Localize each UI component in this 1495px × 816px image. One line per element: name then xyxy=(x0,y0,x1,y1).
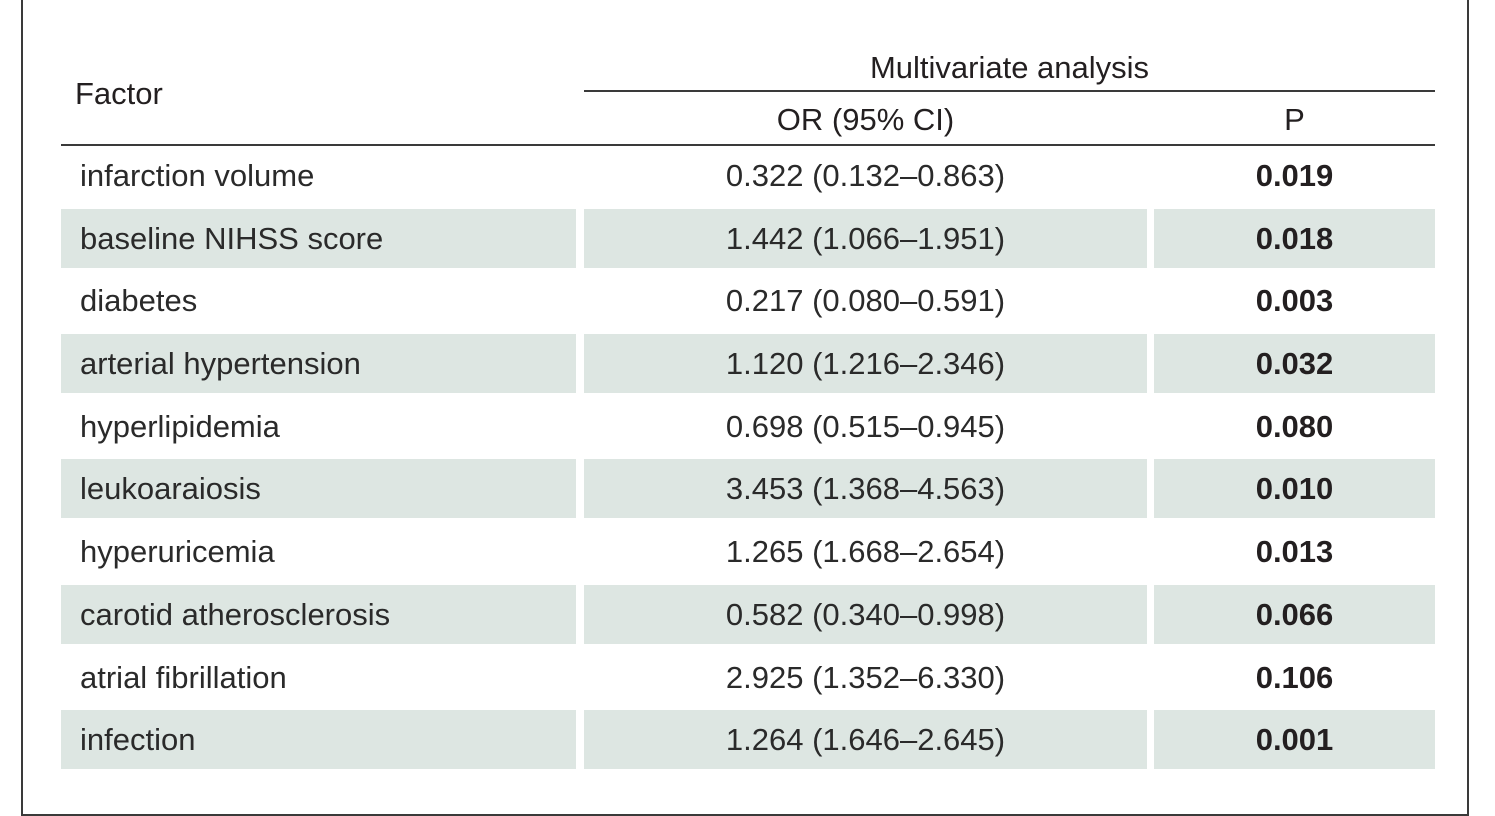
factor-cell: hyperlipidemia xyxy=(80,408,280,444)
factor-cell: carotid atherosclerosis xyxy=(61,584,576,644)
p-value-cell: 0.003 xyxy=(1255,283,1334,319)
multivariate-table: Factor Multivariate analysis OR (95% CI)… xyxy=(61,40,1435,773)
table-row: diabetes 0.217 (0.080–0.591) 0.003 xyxy=(61,271,1435,334)
or-cell: 1.265 (1.668–2.654) xyxy=(725,534,1006,570)
or-cell: 0.698 (0.515–0.945) xyxy=(725,408,1006,444)
table-row: infection 1.264 (1.646–2.645) 0.001 xyxy=(61,710,1435,773)
or-cell: 3.453 (1.368–4.563) xyxy=(584,459,1147,519)
or-cell: 2.925 (1.352–6.330) xyxy=(725,659,1006,695)
p-value-cell: 0.106 xyxy=(1255,659,1334,695)
factor-cell: diabetes xyxy=(80,283,198,319)
table-body: infarction volume 0.322 (0.132–0.863) 0.… xyxy=(61,146,1435,773)
or-cell: 1.264 (1.646–2.645) xyxy=(584,710,1147,770)
p-value-cell: 0.032 xyxy=(1154,334,1435,394)
p-value-cell: 0.019 xyxy=(1255,158,1334,193)
factor-cell: infarction volume xyxy=(80,158,315,193)
p-value-cell: 0.010 xyxy=(1154,459,1435,519)
p-value-cell: 0.080 xyxy=(1255,408,1334,444)
factor-cell: infection xyxy=(61,710,576,770)
or-column-header: OR (95% CI) xyxy=(776,102,955,137)
table-row: arterial hypertension 1.120 (1.216–2.346… xyxy=(61,334,1435,397)
p-value-cell: 0.013 xyxy=(1255,534,1334,570)
table-row: atrial fibrillation 2.925 (1.352–6.330) … xyxy=(61,648,1435,711)
or-cell: 0.217 (0.080–0.591) xyxy=(725,283,1006,319)
factor-cell: leukoaraiosis xyxy=(61,459,576,519)
factor-cell: atrial fibrillation xyxy=(80,659,287,695)
p-value-cell: 0.066 xyxy=(1154,584,1435,644)
p-column-header: P xyxy=(1284,102,1305,137)
or-cell: 0.582 (0.340–0.998) xyxy=(584,584,1147,644)
table-row: carotid atherosclerosis 0.582 (0.340–0.9… xyxy=(61,584,1435,648)
p-value-cell: 0.001 xyxy=(1154,710,1435,770)
multivariate-group-header: Multivariate analysis xyxy=(869,50,1150,85)
or-cell: 1.442 (1.066–1.951) xyxy=(584,208,1147,268)
p-value-cell: 0.018 xyxy=(1154,208,1435,268)
factor-column-header: Factor xyxy=(75,76,163,111)
header-bottom-rule xyxy=(61,144,1435,146)
table-row: hyperuricemia 1.265 (1.668–2.654) 0.013 xyxy=(61,522,1435,585)
table-row: baseline NIHSS score 1.442 (1.066–1.951)… xyxy=(61,208,1435,272)
factor-cell: arterial hypertension xyxy=(61,334,576,394)
table-row: hyperlipidemia 0.698 (0.515–0.945) 0.080 xyxy=(61,397,1435,460)
factor-cell: baseline NIHSS score xyxy=(61,208,576,268)
table-row: infarction volume 0.322 (0.132–0.863) 0.… xyxy=(61,146,1435,209)
table-row: leukoaraiosis 3.453 (1.368–4.563) 0.010 xyxy=(61,459,1435,522)
or-cell: 0.322 (0.132–0.863) xyxy=(725,158,1006,193)
table-header: Factor Multivariate analysis OR (95% CI)… xyxy=(61,40,1435,146)
or-cell: 1.120 (1.216–2.346) xyxy=(584,334,1147,394)
factor-cell: hyperuricemia xyxy=(80,534,275,570)
group-header-rule xyxy=(584,90,1435,92)
